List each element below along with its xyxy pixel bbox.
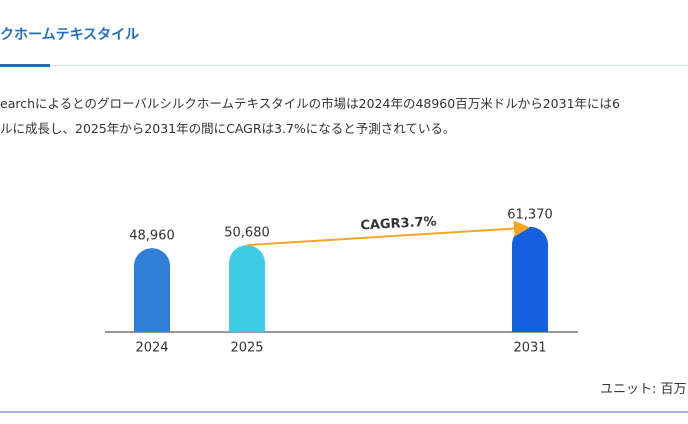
value-label: 50,680 [224,226,270,241]
x-tick-label: 2024 [135,341,168,356]
x-tick-label: 2025 [230,341,263,356]
tab-title[interactable]: クホームテキスタイル [0,27,140,43]
bar [229,245,265,332]
unit-label: ユニット: 百万 [600,382,687,397]
x-tick-label: 2031 [513,341,546,356]
bottom-border [0,411,688,413]
value-label: 48,960 [129,229,175,244]
paragraph-line: earchによるとのグローバルシルクホームテキスタイルの市場は2024年の489… [0,96,620,111]
cagr-label: CAGR3.7% [360,214,437,233]
paragraph-line: ルに成長し、2025年から2031年の間にCAGRは3.7%になると予測されてい… [0,121,456,136]
cagr-arrow [246,220,530,247]
bar [512,226,548,332]
value-label: 61,370 [507,207,553,222]
bar [134,248,170,332]
tab-indicator [0,64,50,67]
tab-divider [0,65,688,66]
